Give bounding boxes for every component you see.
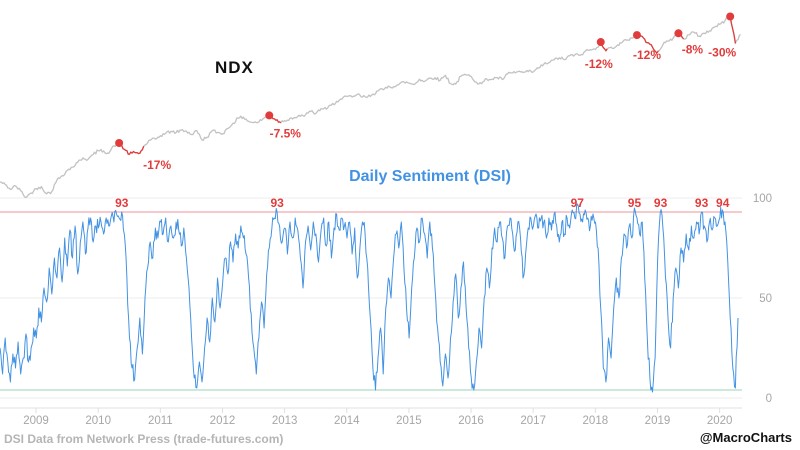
dsi-peak-label: 95 (628, 196, 642, 210)
x-tick-label: 2011 (148, 415, 173, 427)
dsi-peak-label: 93 (270, 196, 284, 210)
x-tick-label: 2019 (645, 415, 671, 427)
dsi-peak-label: 93 (654, 196, 668, 210)
ndx-event-label: -12% (633, 48, 661, 62)
dsi-line (0, 203, 739, 393)
x-tick-label: 2010 (85, 415, 111, 427)
x-tick-label: 2013 (272, 415, 298, 427)
x-tick-label: 2018 (583, 415, 609, 427)
ndx-peak-dot (726, 12, 735, 21)
x-tick-label: 2015 (396, 415, 422, 427)
x-tick-label: 2016 (458, 415, 484, 427)
y-tick-label: 50 (759, 293, 772, 305)
ndx-peak-dot (115, 139, 124, 148)
dsi-panel-title: Daily Sentiment (DSI) (349, 168, 511, 185)
dsi-peak-label: 94 (716, 196, 730, 210)
ndx-peak-dot (265, 111, 274, 120)
x-tick-label: 2009 (23, 415, 49, 427)
ndx-peak-dot (674, 29, 683, 38)
dsi-peak-label: 93 (695, 196, 709, 210)
ndx-event-label: -12% (585, 57, 613, 71)
x-tick-label: 2012 (210, 415, 236, 427)
x-tick-label: 2020 (707, 415, 733, 427)
ndx-series-label: NDX (215, 58, 254, 77)
x-tick-label: 2014 (334, 415, 360, 427)
ndx-peak-dot (632, 31, 641, 40)
ndx-event-label: -30% (708, 46, 736, 60)
ndx-event-label: -8% (682, 42, 704, 56)
data-source-note: DSI Data from Network Press (trade-futur… (4, 432, 284, 446)
dsi-peak-label: 93 (115, 196, 129, 210)
y-tick-label: 100 (753, 193, 772, 205)
ndx-event-label: -7.5% (270, 126, 302, 140)
ndx-decline-segment (729, 16, 737, 44)
ndx-peak-dot (596, 38, 605, 47)
ndx-decline-segment (118, 142, 145, 155)
dsi-peak-label: 97 (571, 196, 585, 210)
y-tick-label: 0 (766, 393, 772, 405)
x-tick-label: 2017 (520, 415, 546, 427)
credit-handle: @MacroCharts (699, 430, 792, 445)
ndx-event-label: -17% (143, 158, 171, 172)
